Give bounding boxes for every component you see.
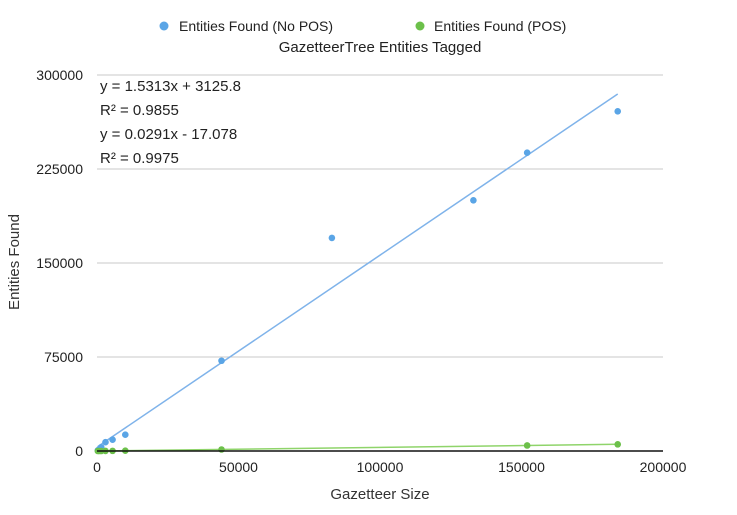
y-tick-label: 150000 xyxy=(36,255,83,271)
data-point-no-pos xyxy=(470,197,477,204)
data-point-no-pos xyxy=(122,431,129,439)
data-point-no-pos xyxy=(523,149,531,157)
y-tick-label: 225000 xyxy=(36,161,83,177)
r-squared-no-pos: R² = 0.9855 xyxy=(100,102,179,119)
data-point-no-pos xyxy=(328,234,336,242)
x-tick-label: 100000 xyxy=(357,459,404,475)
r-squared-pos: R² = 0.9975 xyxy=(100,150,179,167)
data-point-no-pos xyxy=(102,438,109,446)
trendline-no-pos xyxy=(97,93,619,448)
x-axis-label: Gazetteer Size xyxy=(330,486,429,503)
data-point-pos xyxy=(218,446,225,453)
y-tick-label: 300000 xyxy=(36,67,83,83)
legend-marker-no-pos xyxy=(159,21,169,31)
data-point-no-pos xyxy=(109,436,116,444)
legend: Entities Found (No POS) Entities Found (… xyxy=(159,18,566,34)
trendlines xyxy=(97,93,619,452)
data-point-no-pos xyxy=(218,357,225,365)
legend-marker-pos xyxy=(415,21,425,31)
equation-no-pos: y = 1.5313x + 3125.8 xyxy=(100,78,241,95)
axes: 0 75000 150000 225000 300000 0 50000 100000 1500… xyxy=(36,67,686,475)
data-point-pos xyxy=(614,441,622,448)
gridlines xyxy=(97,74,663,358)
legend-label-no-pos: Entities Found (No POS) xyxy=(179,18,333,34)
equation-pos: y = 0.0291x - 17.078 xyxy=(100,126,237,143)
legend-label-pos: Entities Found (POS) xyxy=(434,18,566,34)
trendline-pos xyxy=(97,443,618,452)
x-tick-label: 200000 xyxy=(640,459,687,475)
x-tick-label: 0 xyxy=(93,459,101,475)
x-tick-label: 150000 xyxy=(498,459,545,475)
x-tick-label: 50000 xyxy=(219,459,258,475)
chart-title: GazetteerTree Entities Tagged xyxy=(279,39,482,56)
data-point-no-pos xyxy=(614,108,622,115)
y-tick-label: 0 xyxy=(75,443,83,459)
data-point-pos xyxy=(523,442,531,449)
y-axis-label: Entities Found xyxy=(6,214,23,310)
data-points xyxy=(94,108,622,455)
y-tick-label: 75000 xyxy=(44,349,83,365)
